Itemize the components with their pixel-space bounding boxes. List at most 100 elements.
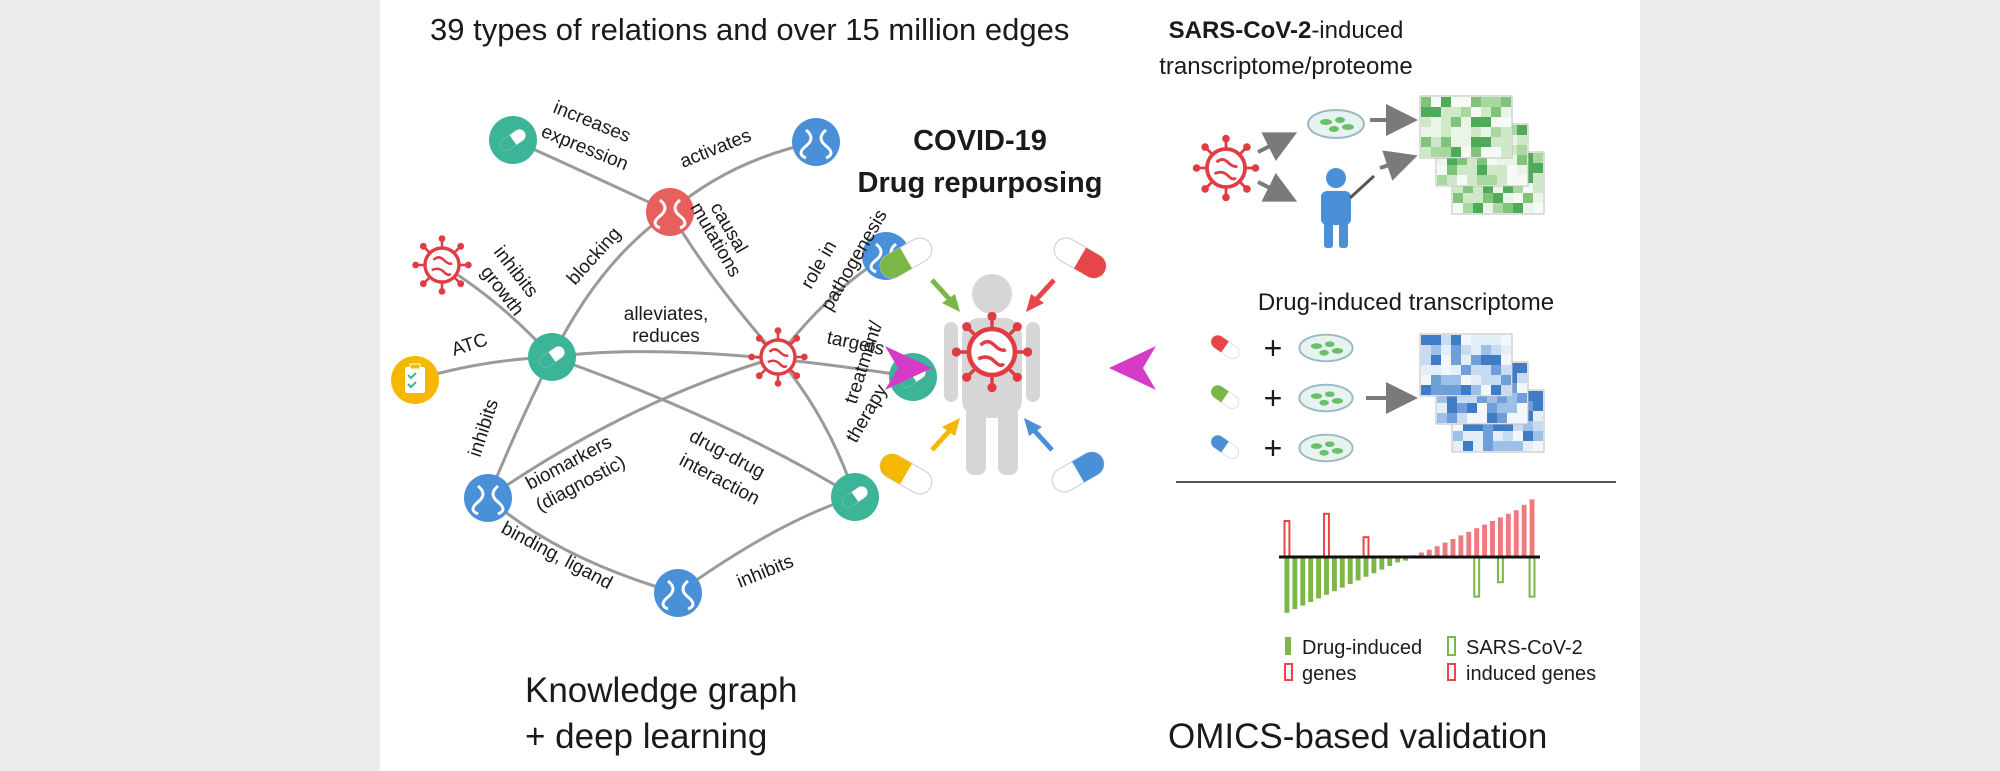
heatmap-cell (1421, 345, 1431, 355)
heatmap-cell (1441, 375, 1451, 385)
sars-suffix-label: -induced (1311, 17, 1403, 44)
heatmap-cell (1517, 175, 1527, 185)
sars-bar (1323, 512, 1330, 558)
heatmap-cell (1463, 421, 1473, 431)
plus-sign: + (1264, 380, 1283, 416)
heatmap-cell (1451, 147, 1461, 157)
heatmap-cell (1491, 335, 1501, 345)
heatmap-cell (1421, 385, 1431, 395)
heatmap-cell (1451, 355, 1461, 365)
heatmap-cell (1437, 403, 1447, 413)
heatmap-cell (1447, 175, 1457, 185)
heatmap-cell (1487, 175, 1497, 185)
heatmap-cell (1471, 137, 1481, 147)
heatmap-cell (1507, 155, 1517, 165)
heatmap-cell (1487, 413, 1497, 423)
heatmap-cell (1493, 183, 1503, 193)
heatmap-cell (1507, 175, 1517, 185)
node-drug-top-left (489, 116, 537, 164)
heatmap-cell (1533, 163, 1543, 173)
heatmap-cell (1441, 335, 1451, 345)
heatmap-cell (1431, 345, 1441, 355)
pill-yellow-icon (875, 449, 937, 499)
drug-repurposing-title: Drug repurposing (858, 167, 1103, 199)
heatmap-cell (1491, 365, 1501, 375)
sars-bold-label: SARS-CoV-2 (1169, 17, 1312, 44)
heatmap-cell (1421, 335, 1431, 345)
heatmap-cell (1447, 413, 1457, 423)
heatmap-cell (1477, 413, 1487, 423)
heatmap-cell (1501, 345, 1511, 355)
drug-bar (1347, 557, 1353, 584)
kg-label-line1: Knowledge graph (525, 671, 797, 710)
heatmap-cell (1453, 431, 1463, 441)
drug-bar (1418, 552, 1424, 557)
heatmap-cell (1501, 97, 1511, 107)
heatmap-cell (1457, 155, 1467, 165)
heatmap-cell (1483, 421, 1493, 431)
sars-bar (1362, 536, 1370, 559)
heatmap-cell (1483, 183, 1493, 193)
heatmap-cell (1481, 137, 1491, 147)
chart-legend: Drug-induced genes SARS-CoV-2 induced ge… (1284, 636, 1596, 685)
heatmap-cell (1523, 431, 1533, 441)
node-gene-top-right (792, 118, 840, 166)
heatmap-cell (1517, 393, 1527, 403)
heatmap-green-icon (1419, 95, 1545, 215)
heatmap-cell (1473, 441, 1483, 451)
heatmap-cell (1483, 431, 1493, 441)
heatmap-cell (1497, 413, 1507, 423)
diagram-svg: 39 types of relations and over 15 millio… (391, 12, 1616, 756)
heatmap-cell (1461, 365, 1471, 375)
heatmap-cell (1421, 137, 1431, 147)
heatmap-cell (1451, 385, 1461, 395)
drug-blue-row: + (1208, 430, 1354, 466)
heatmap-cell (1493, 203, 1503, 213)
heatmap-cell (1533, 193, 1543, 203)
heatmap-cell (1451, 127, 1461, 137)
edge-label-alleviates: alleviates, (624, 304, 709, 325)
heatmap-cell (1463, 431, 1473, 441)
drug-bar (1363, 557, 1369, 577)
drug-bar (1426, 549, 1432, 557)
heatmap-cell (1447, 165, 1457, 175)
drug-induced-title: Drug-induced transcriptome (1258, 289, 1554, 316)
virus-node-center (746, 325, 810, 389)
heatmap-cell (1457, 165, 1467, 175)
node-drug-bottom-right (831, 473, 879, 521)
heatmap-blue-icon (1419, 333, 1545, 453)
arrow-blue-icon (1024, 418, 1054, 452)
heatmap-cell (1533, 421, 1543, 431)
heatmap-cell (1421, 365, 1431, 375)
heatmap-cell (1533, 203, 1543, 213)
drug-bar (1292, 557, 1298, 610)
heatmap-cell (1503, 441, 1513, 451)
heatmap-cell (1421, 107, 1431, 117)
pill-blue-icon (1047, 447, 1109, 497)
heatmap-cell (1451, 97, 1461, 107)
heatmap-cell (1431, 127, 1441, 137)
heatmap-cell (1451, 107, 1461, 117)
heatmap-cell (1481, 345, 1491, 355)
heatmap-cell (1463, 193, 1473, 203)
legend-drug-induced-line2: genes (1302, 663, 1357, 685)
heatmap-cell (1513, 203, 1523, 213)
heatmap-cell (1497, 165, 1507, 175)
heatmap-cell (1441, 97, 1451, 107)
heatmap-cell (1451, 365, 1461, 375)
heatmap-cell (1461, 147, 1471, 157)
arrow-to-patient-icon (1257, 172, 1298, 202)
heatmap-cell (1481, 107, 1491, 117)
heatmap-cell (1441, 365, 1451, 375)
arrow-yellow-icon (930, 418, 960, 452)
heatmap-cell (1447, 393, 1457, 403)
legend-sars-line1: SARS-CoV-2 (1466, 637, 1583, 659)
heatmap-cell (1481, 385, 1491, 395)
heatmap-cell (1493, 421, 1503, 431)
sars-bar (1473, 556, 1481, 598)
heatmap-cell (1471, 375, 1481, 385)
legend-sars-green-swatch (1447, 636, 1456, 656)
heatmap-cell (1447, 155, 1457, 165)
heatmap-cell (1517, 373, 1527, 383)
plus-sign: + (1264, 430, 1283, 466)
